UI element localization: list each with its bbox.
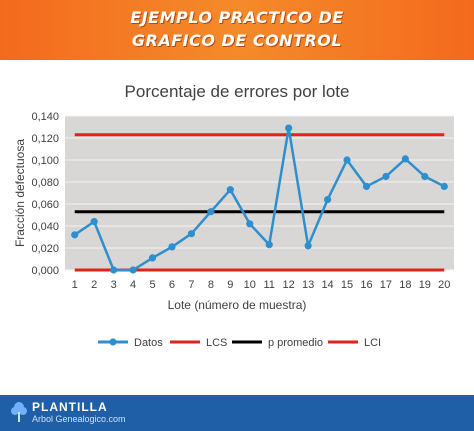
footer-brand-bar: PLANTILLA Arbol Genealogico.com — [0, 395, 474, 431]
x-tick-label: 16 — [360, 279, 372, 291]
datos-point — [304, 242, 312, 250]
x-tick-label: 5 — [149, 279, 155, 291]
datos-point — [226, 186, 234, 194]
datos-point — [90, 218, 98, 226]
x-tick-label: 4 — [130, 279, 136, 291]
datos-point — [129, 266, 137, 274]
tree-icon — [11, 402, 27, 422]
datos-point — [285, 124, 293, 132]
y-axis-label: Fracción defectuosa — [13, 139, 27, 247]
y-tick-label: 0,120 — [31, 133, 59, 145]
x-tick-label: 6 — [169, 279, 175, 291]
chart-title: Porcentaje de errores por lote — [125, 82, 350, 101]
banner-title-line1: EJEMPLO PRACTICO DE — [130, 8, 344, 27]
x-tick-label: 7 — [188, 279, 194, 291]
x-tick-label: 12 — [283, 279, 295, 291]
y-tick-label: 0,080 — [31, 177, 59, 189]
y-tick-label: 0,140 — [31, 111, 59, 123]
x-tick-label: 10 — [244, 279, 256, 291]
datos-point — [187, 230, 196, 238]
header-banner: EJEMPLO PRACTICO DE GRAFICO DE CONTROL — [0, 0, 474, 60]
x-tick-label: 19 — [419, 279, 431, 291]
y-tick-label: 0,000 — [31, 265, 59, 277]
x-tick-label: 15 — [341, 279, 353, 291]
datos-point — [110, 266, 118, 274]
x-tick-label: 17 — [380, 279, 392, 291]
datos-point — [323, 196, 332, 204]
datos-point — [343, 156, 351, 164]
plot-area — [65, 116, 454, 270]
datos-point — [207, 208, 215, 216]
control-chart: Porcentaje de errores por lote 0,000 0,020… — [13, 82, 454, 349]
datos-point — [421, 172, 429, 181]
datos-point — [71, 231, 79, 239]
datos-point — [265, 241, 273, 249]
x-tick-label: 3 — [111, 279, 117, 291]
legend-lci-label: LCI — [364, 337, 381, 349]
x-tick-label: 9 — [227, 279, 233, 291]
x-tick-label: 18 — [399, 279, 411, 291]
footer-subtitle: Arbol Genealogico.com — [32, 414, 126, 424]
datos-point — [168, 243, 176, 251]
footer-brand: PLANTILLA — [32, 400, 108, 414]
x-tick-label: 2 — [91, 279, 97, 291]
datos-point — [401, 155, 409, 163]
datos-line — [74, 127, 445, 272]
x-tick-label: 11 — [264, 279, 275, 291]
legend-datos-label: Datos — [134, 337, 163, 349]
y-tick-label: 0,020 — [31, 243, 59, 255]
x-tick-label: 1 — [72, 279, 78, 291]
datos-point — [382, 172, 390, 181]
legend-datos-marker — [109, 338, 117, 346]
x-tick-label: 8 — [208, 279, 214, 291]
datos-point — [148, 254, 157, 262]
x-tick-label: 14 — [321, 279, 333, 291]
x-tick-label: 13 — [302, 279, 314, 291]
banner-title-line2: GRAFICO DE CONTROL — [131, 31, 343, 50]
x-axis-label: Lote (número de muestra) — [168, 298, 307, 312]
datos-point — [246, 220, 254, 228]
datos-point — [440, 182, 448, 190]
datos-point — [362, 182, 371, 190]
chart-card: Porcentaje de errores por lote 0,000 0,020… — [10, 70, 464, 360]
legend-lcs-label: LCS — [206, 337, 227, 349]
y-tick-label: 0,060 — [31, 199, 59, 211]
legend-p-promedio-label: p promedio — [268, 337, 323, 349]
x-tick-label: 20 — [438, 279, 450, 291]
y-tick-label: 0,100 — [31, 155, 59, 167]
y-tick-label: 0,040 — [31, 221, 59, 233]
